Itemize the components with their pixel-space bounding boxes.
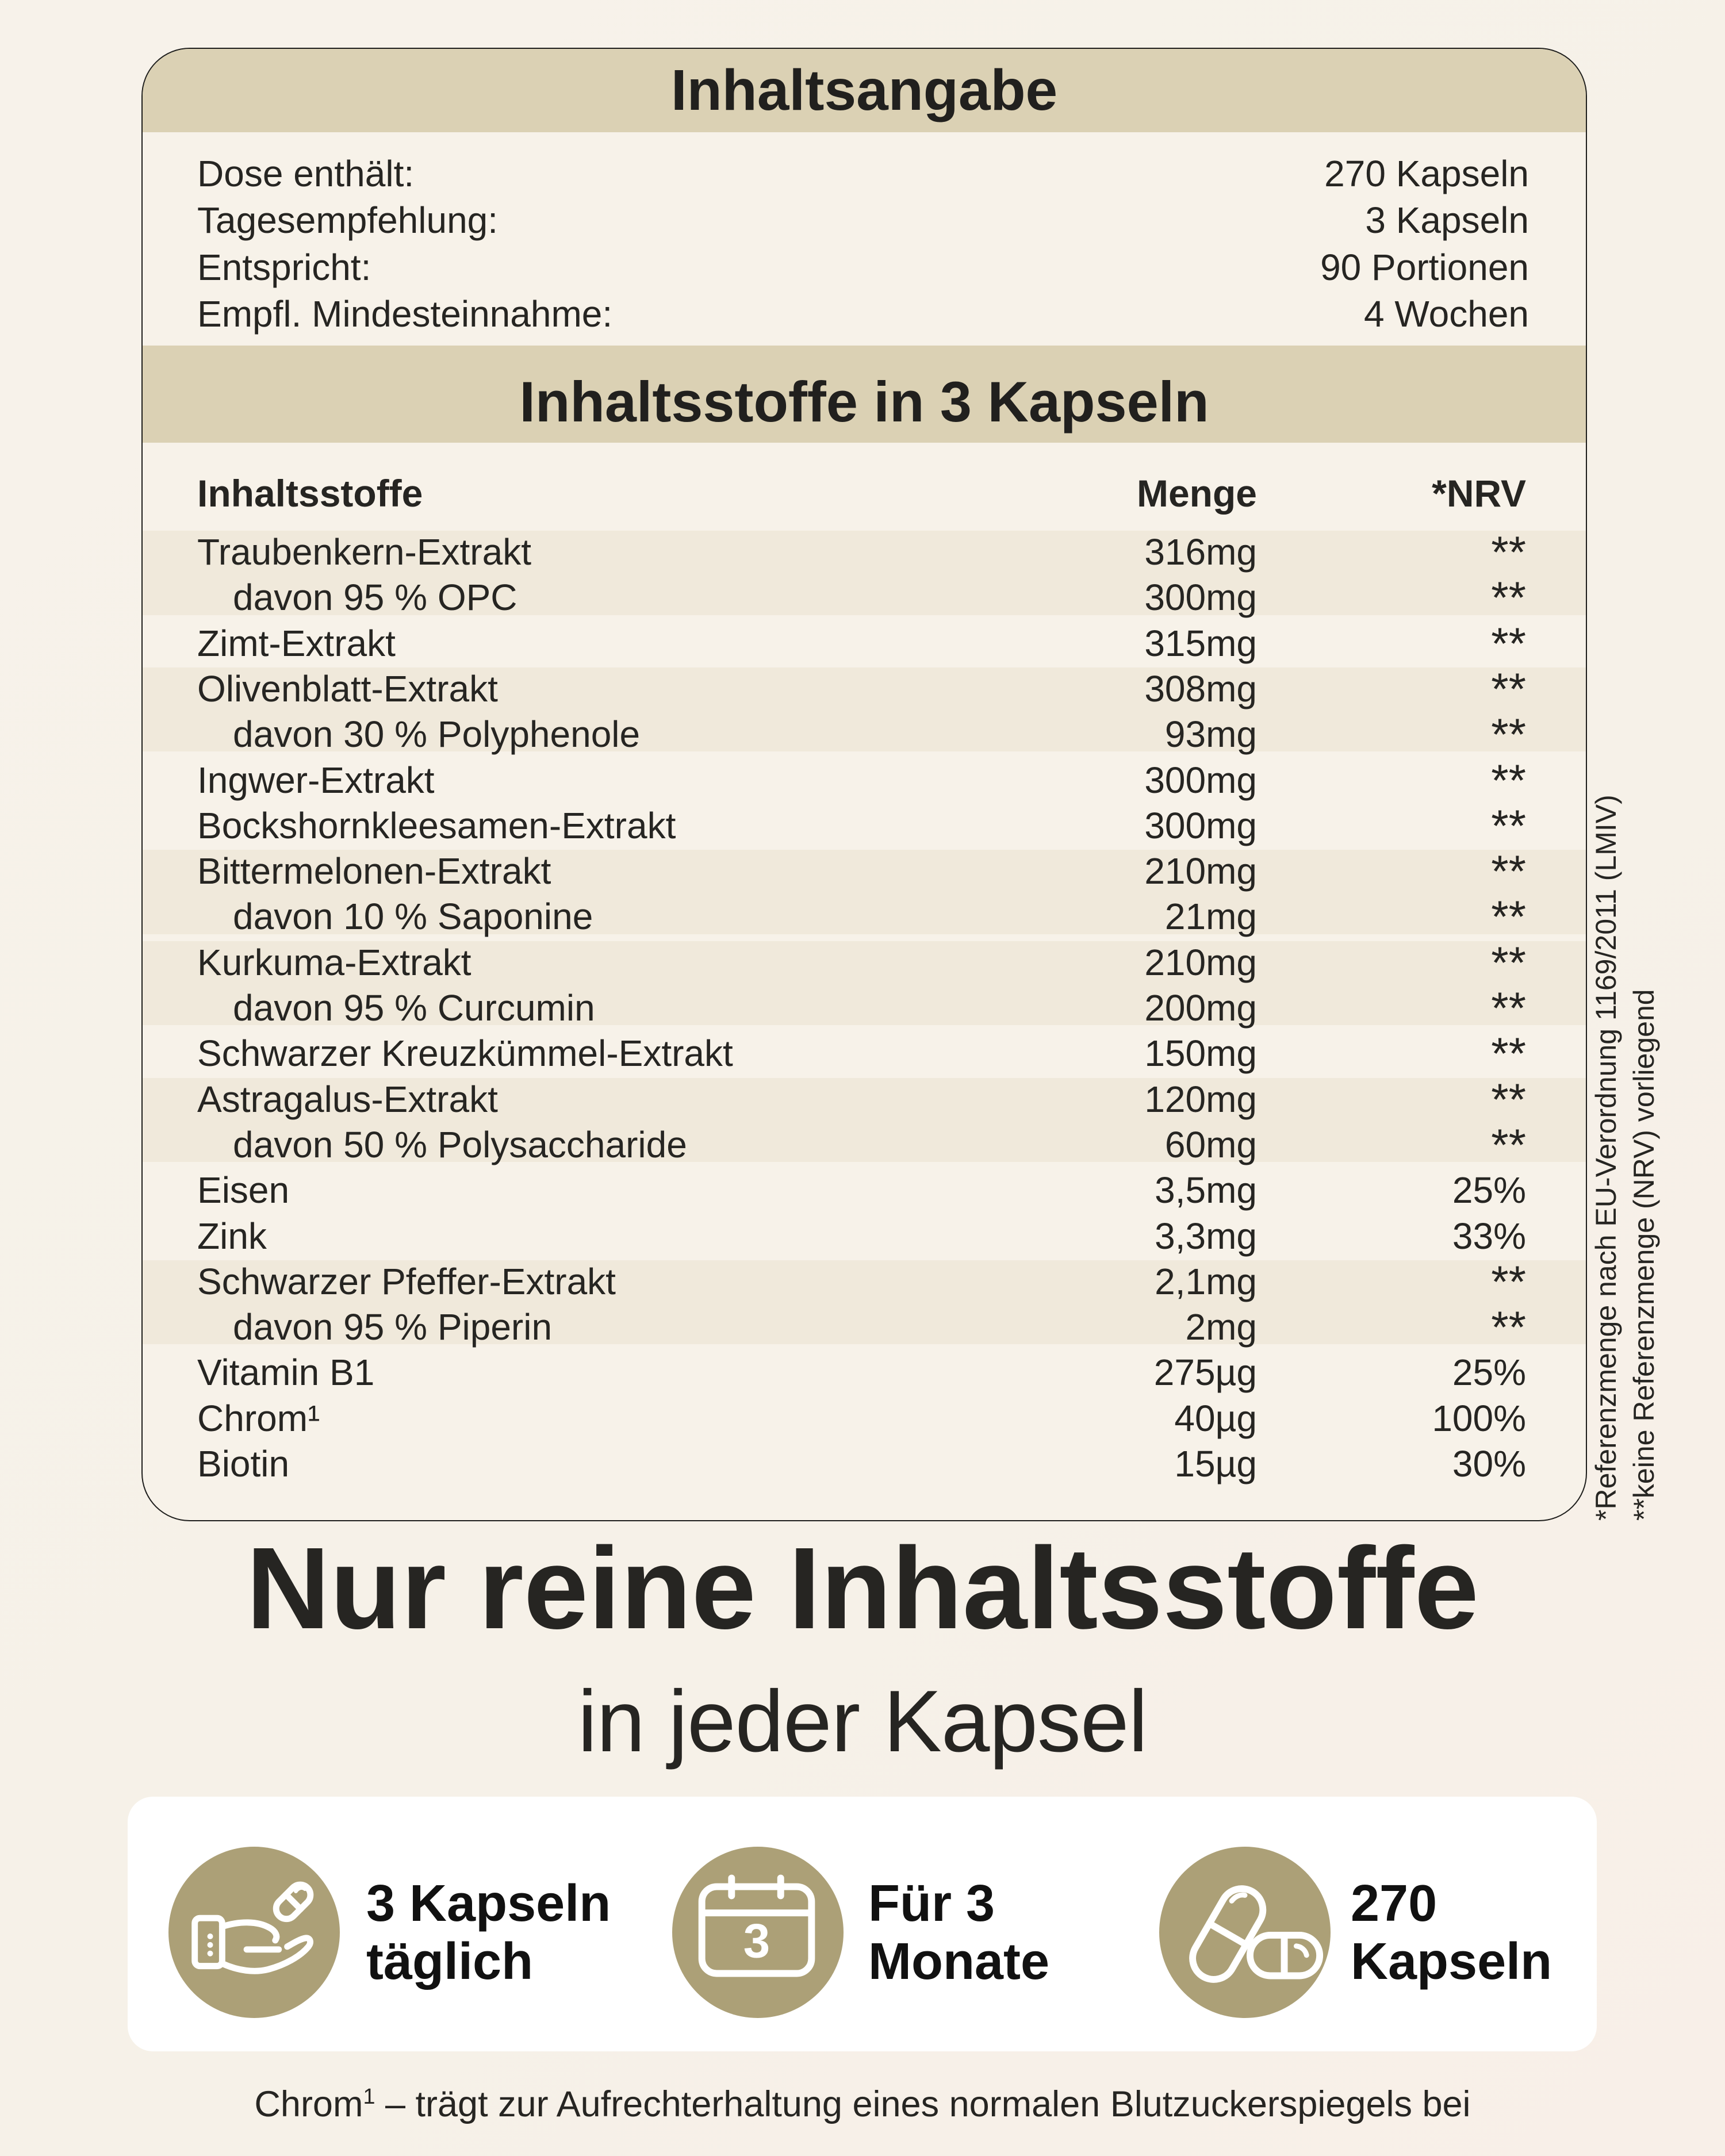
svg-text:3: 3 (743, 1914, 770, 1968)
